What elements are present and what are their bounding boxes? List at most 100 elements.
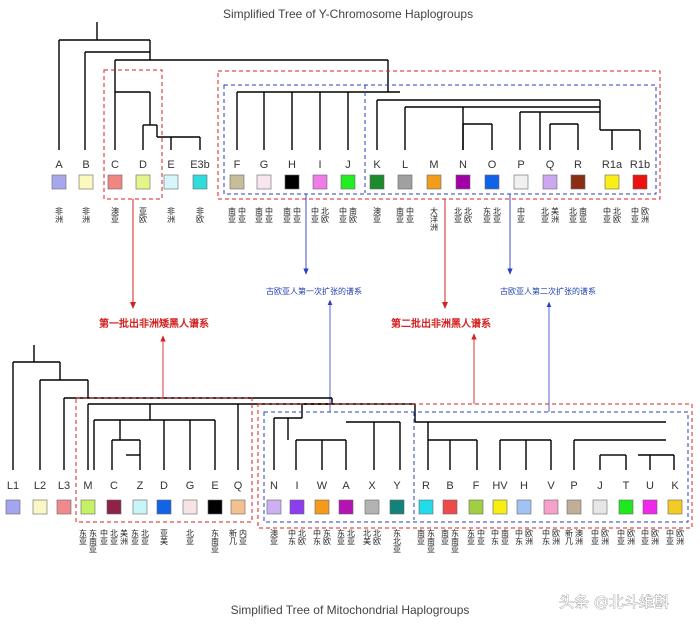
mt-p-22-region-0: 新几 <box>565 528 574 546</box>
mt-f-18-label: F <box>473 480 480 492</box>
mt-c-4-region-0: 中亚 <box>100 528 109 545</box>
y-r-18-region-1: 南亚 <box>579 206 588 223</box>
mt-t-24-region-0: 中亚 <box>617 528 626 545</box>
mt-x-14-region-0: 北美 <box>363 529 372 546</box>
paleo-euro-y-box <box>223 84 657 195</box>
mt-y-15-label: Y <box>393 480 401 492</box>
mt-k-26-swatch <box>667 499 683 515</box>
mt-r-16-swatch <box>418 499 434 515</box>
y-haplogroup-regions: 非洲 非洲 澳亚 亚欧 非洲 非欧 南亚 中亚 南亚 中亚 南亚 中亚 中亚 北欧 中亚 南欧 澳亚 南亚 中亚 大洋… <box>55 206 650 231</box>
mt-n-10-label: N <box>270 480 278 492</box>
y-o-15-label: O <box>488 159 497 171</box>
y-q-17-label: Q <box>546 159 555 171</box>
y-j-10-swatch <box>340 174 356 190</box>
mt-x-14-label: X <box>368 480 376 492</box>
mt-w-12-region-1: 东欧 <box>323 528 332 546</box>
y-f-6-region-1: 中亚 <box>238 206 247 223</box>
y-c-2-label: C <box>111 159 119 171</box>
mt-c-4-region-1: 北亚 <box>110 529 119 545</box>
y-r1b-20-region-1: 欧洲 <box>641 206 650 223</box>
mt-j-23-region-0: 中亚 <box>591 528 600 545</box>
mt-a-13-region-0: 东亚 <box>337 528 346 545</box>
mt-q-9-region-1: 内亚 <box>239 528 248 545</box>
y-f-6-label: F <box>234 159 241 171</box>
mt-c-4-region-2: 美洲 <box>120 528 129 545</box>
y-d-3-swatch <box>135 174 151 190</box>
y-e-4-region-0: 非洲 <box>167 206 176 223</box>
mt-l3-2-swatch <box>56 499 72 515</box>
y-j-10-label: J <box>345 159 351 171</box>
y-q-17-region-0: 北亚 <box>541 207 550 223</box>
mt-l2-1-swatch <box>32 499 48 515</box>
mt-h-20-region-0: 中东 <box>515 528 524 545</box>
mt-j-23-region-1: 欧洲 <box>601 528 610 545</box>
mt-u-25-region-1: 欧洲 <box>651 528 660 545</box>
y-h-8-region-0: 南亚 <box>283 206 292 223</box>
first-wave-caption: 第一批出非洲矮黑人谱系 <box>99 317 209 330</box>
y-j-10-region-0: 中亚 <box>339 206 348 223</box>
mt-q-9-label: Q <box>234 480 243 492</box>
y-r1b-20-label: R1b <box>630 159 650 171</box>
paleo-euro-1-caption: 古欧亚人第一次扩张的谱系 <box>266 286 362 296</box>
y-d-3-region-0: 亚欧 <box>139 207 148 224</box>
y-h-8-swatch <box>284 174 300 190</box>
mt-u-25-label: U <box>646 480 654 492</box>
mt-u-25-swatch <box>642 499 658 515</box>
y-l-12-region-0: 南亚 <box>396 206 405 223</box>
y-a-0-region-0: 非洲 <box>55 206 64 223</box>
mt-c-4-label: C <box>110 480 118 492</box>
y-p-16-swatch <box>513 174 529 190</box>
mt-z-5-swatch <box>132 499 148 515</box>
mt-r-16-label: R <box>422 480 430 492</box>
mt-e-8-label: E <box>211 480 218 492</box>
y-m-13-region-0: 大洋洲 <box>430 206 439 231</box>
mt-w-12-label: W <box>317 480 328 492</box>
mt-l2-1-label: L2 <box>34 480 46 492</box>
mt-b-17-label: B <box>446 480 453 492</box>
y-r-18-label: R <box>574 159 582 171</box>
mt-c-4-swatch <box>106 499 122 515</box>
y-tree-title: Simplified Tree of Y-Chromosome Haplogro… <box>223 7 473 21</box>
mt-u-25-region-0: 中亚 <box>641 528 650 545</box>
y-r1b-20-swatch <box>632 174 648 190</box>
y-d-3-label: D <box>139 159 147 171</box>
mt-hv-19-region-1: 南亚 <box>501 528 510 545</box>
y-b-1-swatch <box>78 174 94 190</box>
y-n-14-label: N <box>459 159 467 171</box>
mt-b-17-region-1: 东南亚 <box>451 528 460 553</box>
y-n-14-swatch <box>455 174 471 190</box>
mt-a-13-swatch <box>338 499 354 515</box>
y-e-4-label: E <box>167 159 174 171</box>
mt-a-13-label: A <box>342 480 350 492</box>
first-wave-mt-box <box>75 397 253 523</box>
mt-v-21-swatch <box>543 499 559 515</box>
y-q-17-region-1: 美洲 <box>551 206 560 223</box>
mt-l1-0-label: L1 <box>7 480 19 492</box>
mt-m-3-swatch <box>80 499 96 515</box>
mt-r-16-region-0: 南亚 <box>417 528 426 545</box>
mt-f-18-region-1: 中亚 <box>477 528 486 545</box>
mt-z-5-region-1: 北亚 <box>141 529 150 545</box>
y-a-0-label: A <box>55 159 63 171</box>
mt-v-21-region-0: 中东 <box>542 528 551 545</box>
first-wave-y-box <box>103 69 163 200</box>
mt-p-22-swatch <box>566 499 582 515</box>
mt-h-20-region-1: 欧洲 <box>525 528 534 545</box>
mt-hv-19-swatch <box>492 499 508 515</box>
mt-m-3-label: M <box>83 480 92 492</box>
y-i-9-label: I <box>318 159 321 171</box>
mt-q-9-swatch <box>230 499 246 515</box>
mt-n-10-region-0: 澳亚 <box>270 528 279 545</box>
y-m-13-label: M <box>429 159 438 171</box>
y-r1a-19-swatch <box>604 174 620 190</box>
mt-x-14-swatch <box>364 499 380 515</box>
y-r-18-swatch <box>570 174 586 190</box>
mt-i-11-region-0: 中东 <box>288 528 297 545</box>
mt-haplogroup-labels: L1 L2 L3 M C Z D G E Q N I W A X Y R B F HV H V P J T U K <box>7 480 679 492</box>
y-c-2-swatch <box>107 174 123 190</box>
y-n-14-region-1: 北欧 <box>464 207 473 224</box>
mt-d-6-swatch <box>156 499 172 515</box>
mt-e-8-swatch <box>207 499 223 515</box>
